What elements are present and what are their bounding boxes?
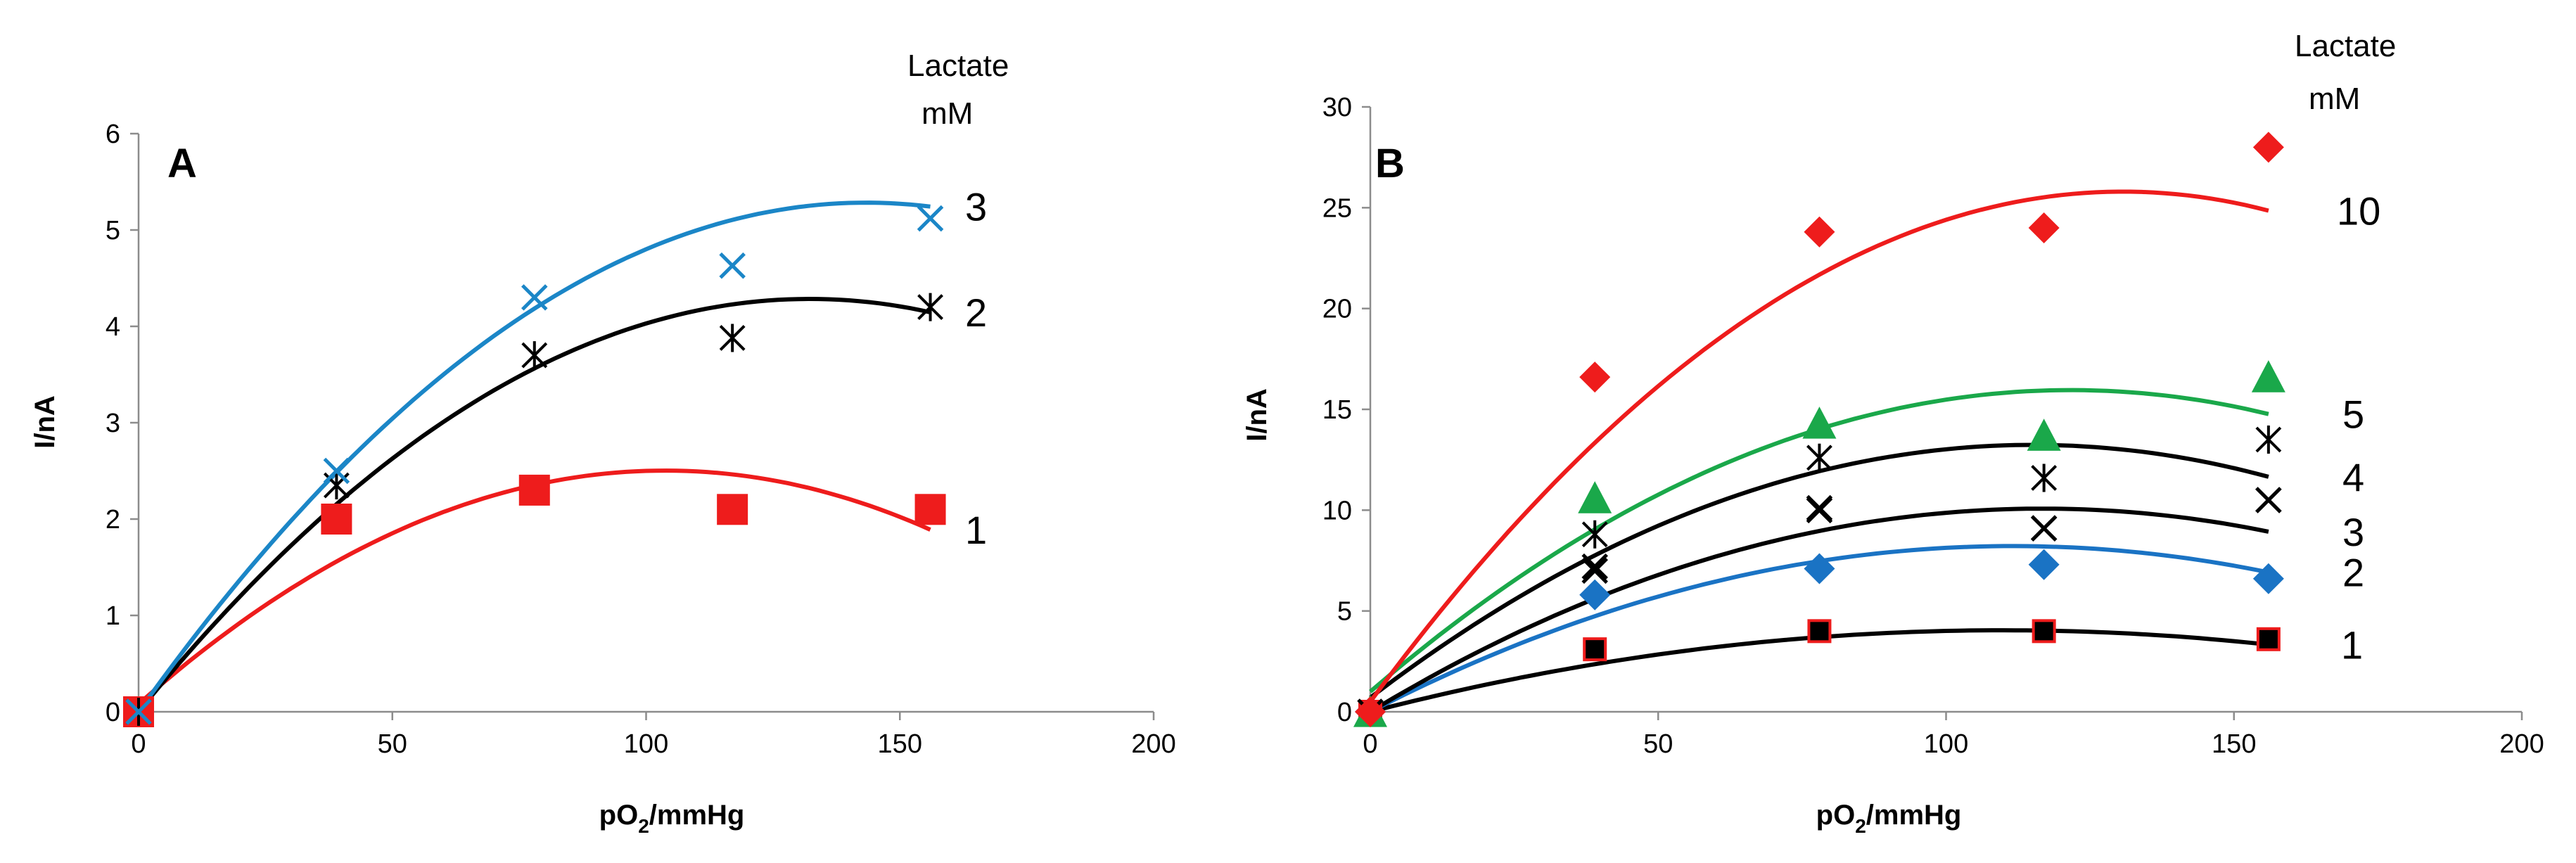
panel-a-x-label-sub: 2 (638, 815, 649, 837)
panel-b-point-10 (2252, 132, 2284, 163)
panel-b-x-tick-label: 0 (1363, 729, 1377, 759)
panel-b-y-tick-label: 0 (1337, 698, 1352, 727)
panel-a-y-tick-label: 0 (106, 698, 120, 727)
panel-a-x-tick-label: 200 (1131, 729, 1175, 759)
panel-a-legend-title-line1: Lactate (907, 49, 1009, 83)
panel-a-y-tick-label: 4 (106, 312, 120, 342)
panel-b-x-label-sub: 2 (1855, 815, 1866, 837)
panel-b-x-tick-label: 150 (2212, 729, 2256, 759)
panel-b-point-3 (1581, 557, 1608, 584)
panel-a-x-axis-label: pO2/mmHg (599, 800, 745, 837)
panel-a-y-tick-label: 5 (106, 216, 120, 245)
panel-a-point-2 (917, 293, 943, 321)
panel-b-point-1 (2256, 627, 2281, 651)
panel-a-point-3 (719, 252, 746, 279)
panel-b-point-5 (1802, 407, 1837, 439)
panel-a-point-1 (518, 474, 550, 506)
panel-b-point-3 (1806, 494, 1833, 522)
panel-b-y-tick-label: 5 (1337, 597, 1352, 627)
panel-a-x-tick-label: 0 (131, 729, 146, 759)
panel-b-x-tick-label: 100 (1924, 729, 1968, 759)
panel-b-point-10 (1355, 696, 1386, 727)
panel-a-series-label-1: 1 (965, 508, 987, 552)
panel-b-series-label-1: 1 (2341, 623, 2363, 667)
panel-b-point-10 (1579, 362, 1611, 393)
panel-b-series-label-10: 10 (2337, 188, 2380, 233)
panel-b-point-2 (2028, 549, 2060, 580)
panel-b-point-4 (2255, 426, 2282, 454)
panel-b-point-2 (1579, 579, 1611, 611)
panel-a-point-3 (521, 284, 548, 311)
panel-b-fit-curve-10 (1368, 189, 2269, 703)
panel-b-series-label-2: 2 (2342, 551, 2364, 595)
panel-b-point-10 (2028, 212, 2060, 243)
panel-b-y-tick-label: 10 (1322, 496, 1352, 525)
panel-a-series-label-2: 2 (965, 290, 987, 335)
panel-a-label: A (167, 141, 197, 186)
panel-b-x-axis-label: pO2/mmHg (1816, 800, 1962, 837)
panel-a-point-1 (321, 504, 352, 535)
panel-a-point-2 (719, 324, 746, 352)
panel-b-point-1 (1807, 619, 1832, 644)
panel-a-x-tick-label: 150 (878, 729, 922, 759)
panel-a-point-3 (917, 205, 944, 232)
panel-a-data-points (123, 205, 946, 727)
panel-a-point-2 (521, 341, 548, 370)
panel-b-point-3 (2030, 515, 2058, 542)
panel-b-point-5 (2027, 418, 2061, 451)
panel-b-fit-curve-3 (1369, 506, 2269, 714)
panel-b-x-tick-label: 200 (2499, 729, 2544, 759)
panel-b-series-label-4: 4 (2342, 455, 2364, 499)
panel-b-x-tick-label: 50 (1643, 729, 1673, 759)
panel-b-point-3 (2255, 487, 2282, 513)
panel-a-point-3 (125, 698, 152, 725)
panel-b-y-tick-label: 30 (1322, 93, 1352, 122)
panel-b-point-2 (1804, 553, 1835, 584)
panel-b-point-10 (1804, 216, 1835, 248)
panel-a-y-tick-label: 3 (106, 409, 120, 438)
panel-a-point-1 (717, 494, 748, 525)
panel-a-axes: 0 50 100 150 200 0 1 2 3 4 5 6 (106, 120, 1176, 759)
panel-b-y-tick-label: 20 (1322, 295, 1352, 324)
panel-b-x-label-main: pO (1816, 800, 1856, 831)
panel-b-point-5 (2251, 360, 2285, 392)
panel-b-label: B (1375, 141, 1405, 186)
panel-b-y-tick-label: 25 (1322, 193, 1352, 223)
panel-a-x-tick-label: 100 (624, 729, 668, 759)
panel-a-series-label-3: 3 (965, 185, 987, 229)
panel-b-point-1 (1583, 637, 1607, 662)
panel-b-point-3 (1581, 553, 1608, 580)
panel-b-point-4 (2031, 464, 2058, 492)
panel-b-legend-title-line1: Lactate (2295, 29, 2396, 63)
panel-b-data-points (1353, 132, 2285, 727)
panel-b-point-4 (1581, 520, 1608, 549)
panel-b-point-2 (2252, 563, 2284, 594)
panel-a-y-axis-label: I/nA (30, 395, 60, 449)
panel-a-x-tick-label: 50 (378, 729, 407, 759)
panel-b-point-1 (2032, 619, 2056, 644)
panel-a-fit-curve-3 (136, 200, 931, 713)
panel-b-point-5 (1578, 481, 1612, 513)
panel-a-y-tick-label: 1 (106, 601, 120, 631)
panel-b-y-tick-label: 15 (1322, 395, 1352, 425)
panel-a-point-1 (914, 494, 946, 525)
panel-b-point-4 (1806, 443, 1832, 472)
panel-b-legend-title-line2: mM (2309, 82, 2360, 116)
panel-a-x-label-tail: /mmHg (649, 800, 745, 831)
panel-b-y-axis-label: I/nA (1242, 388, 1273, 442)
panel-a-point-3 (323, 457, 350, 485)
chart-panel-a: 0 50 100 150 200 0 1 2 3 4 5 6 A Lactate mM I/nA pO… (30, 49, 1176, 837)
panel-a-y-tick-label: 6 (106, 120, 120, 149)
panel-b-x-label-tail: /mmHg (1866, 800, 1962, 831)
panel-b-series-label-3: 3 (2342, 510, 2364, 554)
panel-a-y-tick-label: 2 (106, 505, 120, 535)
panel-a-x-label-main: pO (599, 800, 639, 831)
panel-b-series-label-5: 5 (2342, 392, 2364, 437)
panel-a-legend-title-line2: mM (922, 96, 973, 131)
